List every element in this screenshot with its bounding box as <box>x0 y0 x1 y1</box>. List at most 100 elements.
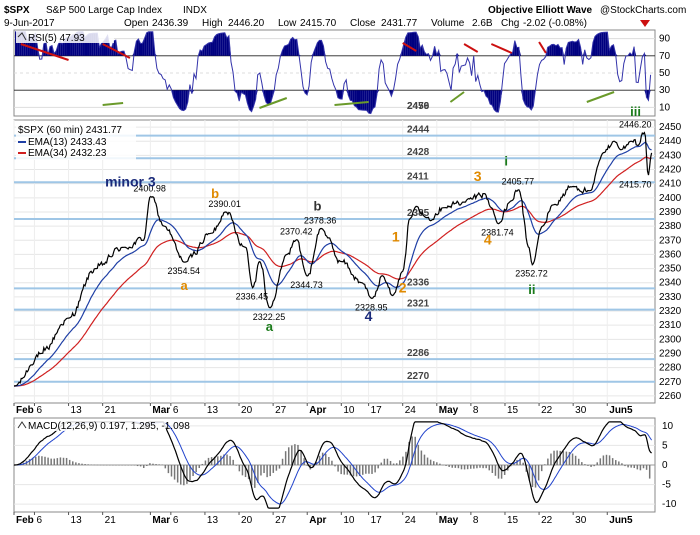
macd-histogram-bar <box>615 460 617 465</box>
price-tick-2280: 2280 <box>659 363 682 374</box>
macd-histogram-bar <box>646 465 648 470</box>
rsi-overbought-fill <box>414 32 416 56</box>
macd-histogram-bar <box>72 461 74 465</box>
price-tick-2390: 2390 <box>659 207 682 218</box>
wave-label-3: a <box>266 319 274 334</box>
rsi-overbought-fill <box>114 40 116 56</box>
rsi-overbought-fill <box>552 44 554 55</box>
macd-histogram-bar <box>492 465 494 473</box>
price-tick-2410: 2410 <box>659 179 682 190</box>
macd-histogram-bar <box>325 454 327 465</box>
rsi-overbought-fill <box>570 41 572 55</box>
macd-histogram-bar <box>455 465 457 468</box>
ohlc-readout: Open 2436.39 High 2446.20 Low 2415.70 Cl… <box>124 18 650 29</box>
macd-histogram-bar <box>263 465 265 473</box>
rsi-overbought-fill <box>217 34 219 56</box>
open-value: 2436.39 <box>152 18 189 29</box>
rsi-oversold-fill <box>184 90 186 110</box>
price-tick-2340: 2340 <box>659 278 682 289</box>
wave-label-9: 4 <box>484 232 492 248</box>
macd-histogram-bar <box>421 451 423 465</box>
macd-histogram-bar <box>121 465 123 466</box>
macd-histogram-bar <box>140 465 142 466</box>
macd-histogram-bar <box>593 465 595 466</box>
rsi-overbought-fill <box>595 34 597 55</box>
macd-histogram-bar <box>627 465 629 467</box>
macd-histogram-bar <box>171 465 173 477</box>
price-tick-2420: 2420 <box>659 165 682 176</box>
rsi-overbought-fill <box>151 32 153 56</box>
level-label-2321: 2321 <box>407 299 430 310</box>
macd-histogram-bar <box>544 464 546 465</box>
price-tick-2430: 2430 <box>659 150 682 161</box>
rsi-overbought-fill <box>295 39 297 55</box>
macd-histogram-bar <box>442 465 444 466</box>
macd-histogram-bar <box>242 465 244 475</box>
xlabel-macd-24-57: 24 <box>405 515 417 526</box>
rsi-overbought-fill <box>140 43 142 56</box>
xlabel-price-13-28: 13 <box>207 405 219 416</box>
xlabel-price-20-33: 20 <box>241 405 253 416</box>
macd-histogram-bar <box>606 455 608 465</box>
chart-subtitle: S&P 500 Large Cap Index <box>46 5 162 16</box>
rsi-overbought-fill <box>287 44 289 55</box>
macd-histogram-bar <box>78 463 80 465</box>
macd-histogram-bar <box>495 465 497 476</box>
rsi-legend: RSI(5) 47.93 <box>16 31 114 44</box>
rsi-overbought-fill <box>227 36 229 56</box>
rsi-overbought-fill <box>597 33 599 55</box>
macd-histogram-bar <box>473 465 475 469</box>
macd-histogram-bar <box>609 455 611 465</box>
macd-histogram-bar <box>556 450 558 465</box>
xlabel-macd-May-62: May <box>439 515 459 526</box>
macd-histogram-bar <box>266 465 268 477</box>
wave-label-0: minor 3 <box>105 174 156 190</box>
xlabel-macd-6-23: 6 <box>173 515 179 526</box>
level-label-2444: 2444 <box>407 125 430 136</box>
macd-histogram-bar <box>596 462 598 465</box>
macd-histogram-bar <box>550 454 552 465</box>
macd-histogram-bar <box>124 465 126 466</box>
xlabel-price-15-72: 15 <box>507 405 519 416</box>
xlabel-price-May-62: May <box>439 405 459 416</box>
price-legend-text: $SPX (60 min) 2431.77 <box>18 125 122 136</box>
xlabel-price-17-52: 17 <box>371 405 383 416</box>
macd-histogram-bar <box>334 465 336 466</box>
macd-histogram-bar <box>100 465 102 466</box>
macd-histogram-bar <box>470 465 472 469</box>
xlabel-macd-27-38: 27 <box>275 515 287 526</box>
rsi-tick-30: 30 <box>659 85 671 96</box>
rsi-oversold-fill <box>494 90 496 112</box>
macd-histogram-bar <box>81 464 83 465</box>
macd-histogram-bar <box>226 454 228 465</box>
xlabel-macd-22-77: 22 <box>541 515 553 526</box>
macd-tick-0: 0 <box>662 460 668 471</box>
macd-histogram-bar <box>38 456 40 465</box>
price-tick-2450: 2450 <box>659 122 682 133</box>
rsi-overbought-fill <box>319 40 321 55</box>
macd-histogram-bar <box>94 465 96 466</box>
xlabel-price-8-67: 8 <box>473 405 479 416</box>
price-tick-2440: 2440 <box>659 136 682 147</box>
volume-label: Volume <box>431 18 465 29</box>
macd-histogram-bar <box>41 456 43 465</box>
rsi-tick-70: 70 <box>659 51 671 62</box>
price-label-2352.72: 2352.72 <box>515 269 548 279</box>
macd-histogram-bar <box>371 465 373 474</box>
macd-histogram-bar <box>458 465 460 468</box>
macd-histogram-bar <box>600 458 602 465</box>
macd-histogram-bar <box>522 463 524 465</box>
rsi-overbought-fill <box>603 32 605 56</box>
macd-histogram-bar <box>541 465 543 471</box>
macd-histogram-bar <box>427 458 429 465</box>
macd-histogram-bar <box>501 465 503 479</box>
wave-label-8: 3 <box>474 168 482 184</box>
xlabel-macd-Feb-0: Feb <box>16 515 34 526</box>
macd-histogram-bar <box>384 459 386 465</box>
rsi-overbought-fill <box>223 33 225 56</box>
macd-histogram-bar <box>84 464 86 465</box>
macd-histogram-bar <box>106 465 108 466</box>
macd-histogram-bar <box>112 465 114 466</box>
macd-tick--5: -5 <box>662 480 671 491</box>
macd-histogram-bar <box>381 463 383 465</box>
